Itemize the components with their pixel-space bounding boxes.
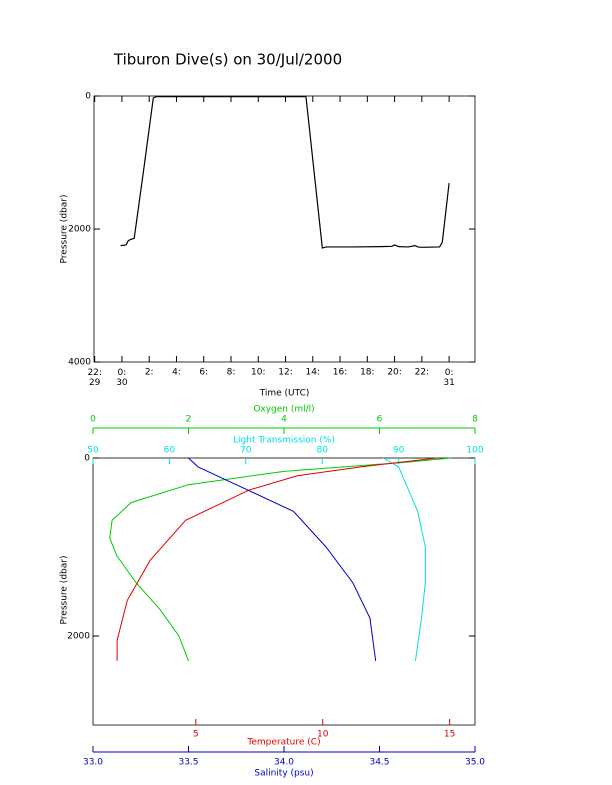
chart-title: Tiburon Dive(s) on 30/Jul/2000	[113, 51, 342, 69]
x-tick-label: 2	[186, 415, 192, 425]
x-tick-label: 0: 31	[443, 368, 454, 388]
y-tick-label: 2000	[67, 632, 90, 642]
x-tick-label: 14:	[306, 368, 320, 378]
profile-line	[116, 457, 437, 661]
x-tick-label: 4	[281, 415, 287, 425]
x-tick-label: 0: 30	[116, 368, 128, 388]
x-tick-label: 6	[377, 415, 383, 425]
y-tick-label: 4000	[68, 358, 91, 368]
plot-frame	[93, 95, 476, 363]
x-axis-label: Temperature (C)	[246, 738, 320, 748]
profile-line	[109, 457, 452, 662]
y-axis-label: Pressure (dbar)	[60, 195, 70, 264]
x-tick-label: 100	[466, 446, 483, 456]
x-tick-label: 6:	[199, 368, 208, 378]
x-tick-label: 50	[87, 446, 99, 456]
x-axis-label: Time (UTC)	[259, 389, 310, 399]
x-tick-label: 8	[472, 415, 478, 425]
pressure-line	[120, 96, 450, 249]
x-tick-label: 34.0	[274, 758, 294, 768]
x-axis-label: Light Transmission (%)	[233, 436, 335, 446]
x-axis-label: Salinity (psu)	[254, 769, 313, 779]
y-axis-label: Pressure (dbar)	[60, 556, 70, 625]
x-tick-label: 20:	[387, 368, 401, 378]
x-axis-label: Oxygen (ml/l)	[253, 405, 314, 415]
y-tick-label: 0	[85, 92, 91, 102]
plot-frame	[92, 457, 476, 726]
x-tick-label: 22:	[415, 368, 429, 378]
x-tick-label: 34.5	[369, 758, 389, 768]
x-tick-label: 33.5	[178, 758, 198, 768]
x-tick-label: 90	[393, 446, 405, 456]
x-tick-label: 22: 29	[87, 368, 101, 388]
x-tick-label: 10	[317, 730, 329, 740]
profile-line	[188, 457, 377, 661]
x-tick-label: 70	[240, 446, 252, 456]
x-tick-label: 8:	[227, 368, 236, 378]
x-tick-label: 80	[316, 446, 328, 456]
x-tick-label: 35.0	[465, 758, 485, 768]
y-tick-label: 2000	[68, 225, 91, 235]
x-tick-label: 5	[193, 730, 199, 740]
x-tick-label: 60	[164, 446, 176, 456]
x-tick-label: 0	[90, 415, 96, 425]
profile-line	[383, 457, 426, 661]
x-tick-label: 16:	[333, 368, 347, 378]
y-tick-label: 0	[84, 454, 90, 464]
x-tick-label: 10:	[251, 368, 265, 378]
x-tick-label: 18:	[360, 368, 374, 378]
x-tick-label: 12:	[278, 368, 292, 378]
x-tick-label: 2:	[145, 368, 154, 378]
x-tick-label: 33.0	[83, 758, 103, 768]
x-tick-label: 4:	[172, 368, 181, 378]
x-tick-label: 15	[444, 730, 455, 740]
